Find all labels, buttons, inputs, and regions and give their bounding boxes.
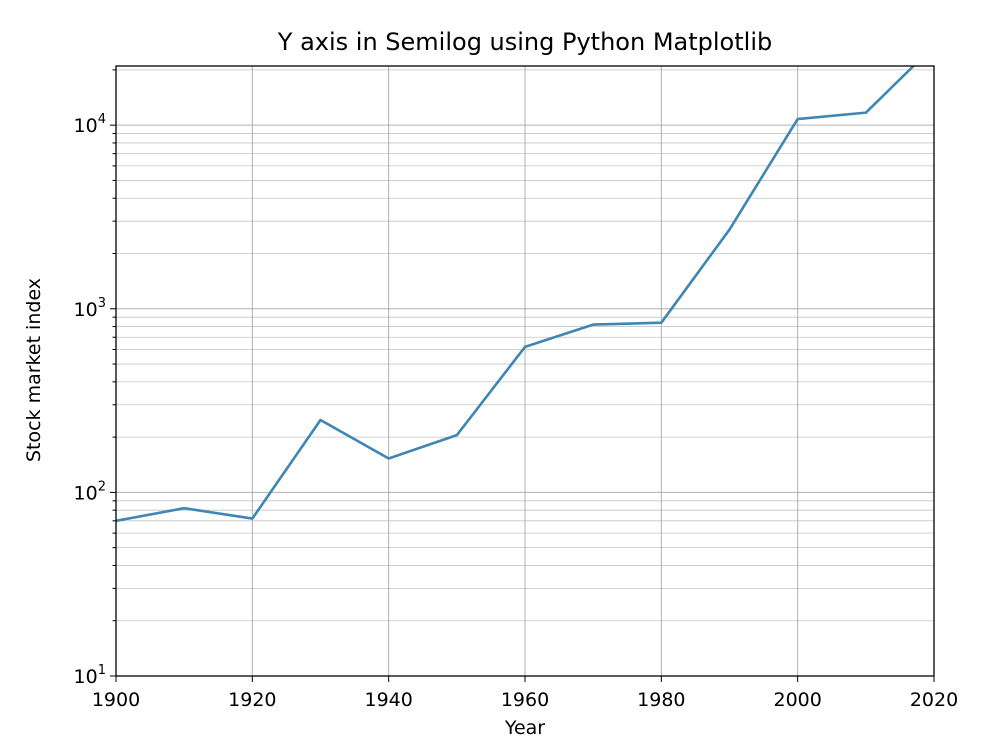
chart-title: Y axis in Semilog using Python Matplotli… bbox=[277, 28, 772, 56]
ticks: 1900 1920 1940 1960 1980 2000 2020 101 102 103 104 bbox=[74, 69, 958, 711]
x-tick-label: 1960 bbox=[501, 689, 549, 711]
series-line-0 bbox=[116, 66, 915, 523]
x-tick-label: 1900 bbox=[92, 689, 140, 711]
y-tick-label: 103 bbox=[74, 296, 106, 321]
grid bbox=[115, 66, 935, 677]
x-tick-label: 2020 bbox=[910, 689, 958, 711]
x-tick-label: 2000 bbox=[773, 689, 821, 711]
x-tick-label: 1920 bbox=[228, 689, 276, 711]
y-axis-label: Stock market index bbox=[23, 278, 45, 462]
x-axis-label: Year bbox=[504, 717, 545, 738]
x-tick-label: 1940 bbox=[364, 689, 412, 711]
x-tick-label: 1980 bbox=[637, 689, 685, 711]
series-layer bbox=[116, 66, 915, 523]
y-tick-label: 104 bbox=[74, 112, 106, 137]
y-tick-label: 102 bbox=[74, 479, 106, 504]
y-tick-label: 101 bbox=[74, 663, 106, 688]
